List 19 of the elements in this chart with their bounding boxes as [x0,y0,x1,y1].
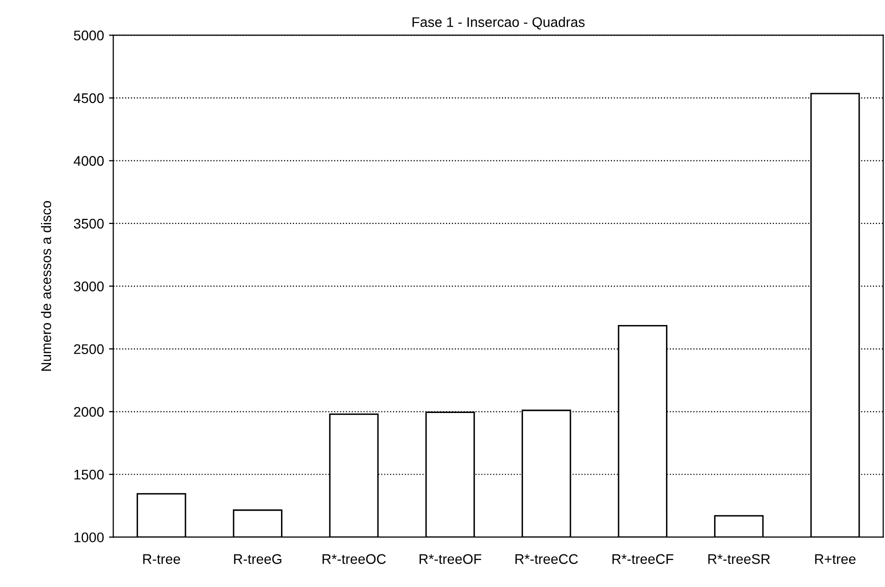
x-tick-label: R*-treeCC [515,554,578,564]
x-tick-label: R*-treeOF [420,554,482,564]
y-tick-label: 4000 [74,156,104,166]
chart-title: Fase 1 - Insercao - Quadras [412,16,585,30]
y-tick-label: 4500 [74,93,104,104]
x-tick-label: R-tree [143,554,180,564]
x-tick-label: R*-treeSR [708,554,770,564]
y-tick-label: 1500 [74,470,104,480]
x-tick-label: R-treeG [234,554,282,564]
y-tick-label: 2500 [74,344,104,354]
y-tick-label: 5000 [74,30,104,40]
y-axis-title: Numero de acessos a disco [40,201,52,371]
y-tick-label: 1000 [74,532,104,542]
y-tick-label: 3500 [74,218,104,229]
y-tick-label: 3000 [74,281,104,292]
y-tick-label: 2000 [74,406,104,417]
x-tick-label: R*-treeCF [612,554,674,564]
x-tick-label: R*-treeOC [322,554,386,564]
x-tick-label: R+tree [815,554,856,564]
